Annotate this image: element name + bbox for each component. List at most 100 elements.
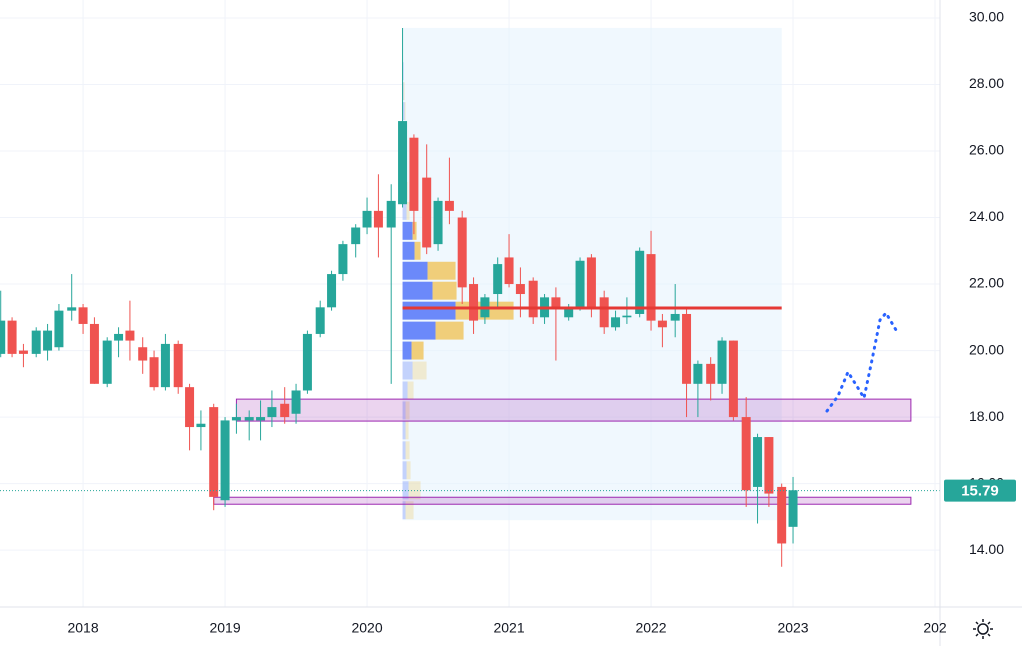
candle-body	[280, 403, 290, 418]
candle-body	[256, 417, 266, 421]
profile-up	[402, 261, 428, 280]
candle-body	[422, 177, 432, 248]
settings-icon[interactable]	[973, 619, 993, 639]
profile-down	[432, 281, 457, 300]
candle-body	[717, 340, 727, 384]
profile-down	[403, 82, 405, 101]
candle-body	[635, 250, 645, 314]
y-tick-label: 18.00	[969, 408, 1004, 424]
candle-body	[764, 437, 774, 494]
candle-body	[114, 333, 124, 341]
candle-body	[327, 274, 337, 308]
candle-body	[682, 313, 692, 384]
candle-body	[18, 350, 28, 354]
profile-down	[407, 381, 414, 400]
profile-down	[406, 461, 411, 480]
candle-body	[788, 490, 798, 527]
profile-down	[414, 241, 421, 260]
candle-body	[138, 347, 148, 361]
profile-down	[405, 501, 414, 520]
profile-down	[406, 201, 410, 220]
zone	[235, 398, 912, 422]
profile-up	[402, 201, 407, 220]
candle-body	[351, 227, 361, 245]
candle-body	[31, 330, 41, 354]
x-tick-label: 202	[923, 620, 947, 636]
x-tick-label: 2020	[351, 620, 382, 636]
profile-down	[412, 221, 417, 240]
profile-down	[405, 401, 410, 420]
y-tick-label: 14.00	[969, 541, 1004, 557]
profile-up	[402, 341, 412, 360]
candle-body	[706, 363, 716, 384]
y-tick-label: 28.00	[969, 75, 1004, 91]
profile-up	[402, 501, 406, 520]
profile-up	[402, 281, 433, 300]
candle-body	[646, 254, 656, 321]
candle-body	[504, 257, 514, 285]
profile-down	[412, 361, 427, 380]
profile-up	[402, 381, 408, 400]
candle-body	[43, 330, 53, 351]
candle-body	[362, 210, 372, 228]
candle-body	[54, 310, 64, 348]
candle-body	[599, 297, 609, 328]
candle-body	[149, 357, 159, 388]
axes: 14.0016.0018.0020.0022.0024.0026.0028.00…	[67, 9, 1016, 636]
x-tick-label: 2023	[777, 620, 808, 636]
candle-body	[433, 200, 443, 245]
candle-body	[315, 307, 325, 334]
candle-body	[622, 315, 632, 318]
profile-down	[405, 421, 409, 440]
candle-body	[551, 297, 561, 308]
candle-body	[7, 320, 17, 354]
candle-body	[515, 284, 525, 295]
candle-body	[693, 363, 703, 384]
candle-body	[575, 260, 585, 308]
profile-up	[402, 441, 406, 460]
candle-body	[209, 407, 219, 497]
y-tick-label: 24.00	[969, 208, 1004, 224]
candle-body	[670, 313, 680, 321]
candle-body	[185, 387, 195, 428]
candle-body	[244, 417, 254, 421]
candle-body	[457, 217, 467, 288]
profile-up	[402, 461, 407, 480]
candle-body	[102, 340, 112, 384]
candle-body	[160, 343, 170, 388]
y-tick-label: 22.00	[969, 275, 1004, 291]
profile-up	[402, 301, 456, 320]
marks	[0, 27, 940, 567]
profile-up	[402, 321, 436, 340]
profile-up	[402, 221, 413, 240]
candle-body	[173, 343, 183, 388]
x-tick-label: 2021	[493, 620, 524, 636]
candle-body	[564, 307, 574, 318]
candle-body	[67, 307, 77, 311]
y-tick-label: 20.00	[969, 341, 1004, 357]
candle-body	[231, 417, 241, 421]
overlay	[213, 27, 912, 521]
candle-body	[409, 137, 419, 211]
candle-body	[302, 333, 312, 391]
last-price-label: 15.79	[961, 483, 999, 500]
candle-body	[78, 307, 88, 324]
y-tick-label: 26.00	[969, 142, 1004, 158]
x-tick-label: 2019	[209, 620, 240, 636]
candle-body	[528, 280, 538, 318]
profile-up	[402, 361, 413, 380]
candle-body	[728, 340, 738, 418]
x-tick-label: 2022	[635, 620, 666, 636]
candle-body	[444, 200, 454, 211]
candle-body	[398, 121, 408, 205]
profile-up	[402, 421, 406, 440]
x-tick-label: 2018	[67, 620, 98, 636]
profile-down	[404, 102, 406, 121]
y-tick-label: 30.00	[969, 9, 1004, 25]
candle-body	[493, 264, 503, 295]
candle-body	[469, 284, 479, 321]
candle-body	[0, 320, 6, 354]
